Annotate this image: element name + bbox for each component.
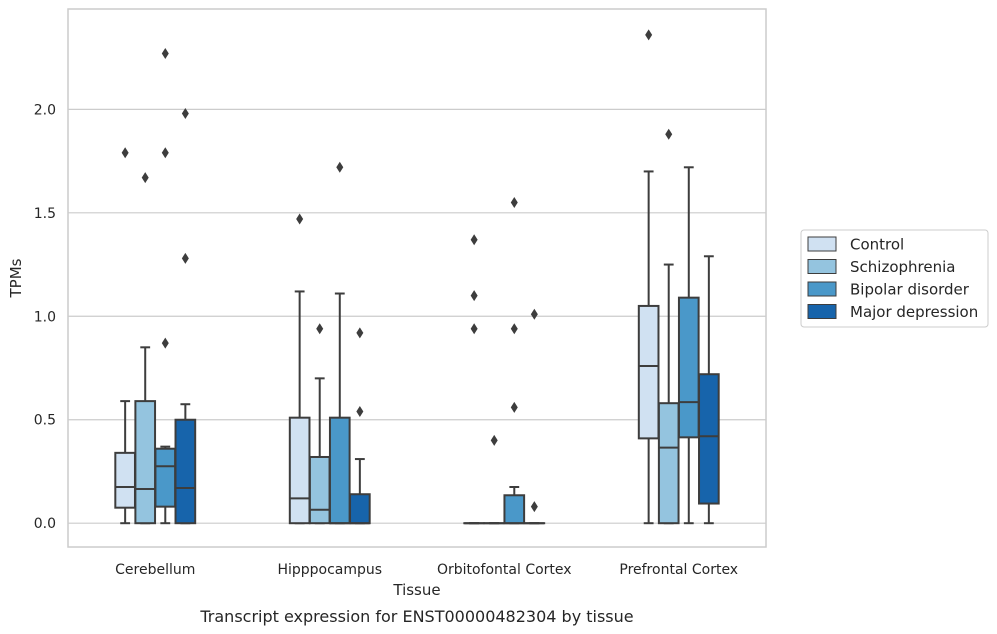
y-tick-label: 1.5 <box>34 206 56 222</box>
box-group <box>308 323 331 525</box>
legend-swatch <box>807 236 837 252</box>
outlier-point <box>530 501 538 513</box>
outlier-point <box>161 147 169 159</box>
outlier-point <box>296 213 304 225</box>
box <box>503 494 526 525</box>
box-group <box>463 234 485 525</box>
box-group <box>677 166 700 525</box>
boxes <box>114 29 720 525</box>
outlier-point <box>181 107 189 119</box>
y-tick-label: 0.5 <box>34 413 56 429</box>
plot-frame <box>67 8 767 548</box>
outlier-point <box>665 128 673 140</box>
x-tick-label: Prefrontal Cortex <box>619 562 738 578</box>
box-group <box>288 213 311 525</box>
legend-label: Bipolar disorder <box>850 281 970 299</box>
outlier-point <box>510 323 518 335</box>
legend-label: Major depression <box>850 303 978 321</box>
x-tick-label: Orbitofontal Cortex <box>437 562 572 578</box>
outlier-point <box>470 290 478 302</box>
box-group <box>349 327 371 525</box>
outlier-point <box>470 323 478 335</box>
box <box>657 402 680 525</box>
legend-label: Control <box>850 236 904 254</box>
y-tick-labels: 0.0 0.5 1.0 1.5 2.0 <box>34 102 56 532</box>
box-group <box>657 128 680 525</box>
y-axis-title: TPMs <box>7 258 25 298</box>
box <box>328 416 351 525</box>
box <box>288 416 311 525</box>
outlier-point <box>470 234 478 246</box>
y-tick-label: 1.0 <box>34 309 56 325</box>
outlier-point <box>316 323 324 335</box>
legend-swatch <box>807 259 837 274</box>
box <box>698 373 720 505</box>
outlier-point <box>510 196 518 208</box>
outlier-point <box>161 337 169 349</box>
outlier-point <box>356 327 364 339</box>
outlier-point <box>141 172 149 184</box>
box-group <box>114 147 136 525</box>
box-group <box>154 47 177 525</box>
outlier-point <box>161 47 169 59</box>
outlier-point <box>181 252 189 264</box>
chart-caption: Transcript expression for ENST0000048230… <box>199 607 633 626</box>
box-group <box>523 308 546 525</box>
legend: Control Schizophrenia Bipolar disorder Majo… <box>800 229 989 328</box>
outlier-point <box>530 308 538 320</box>
box-group <box>483 434 506 525</box>
x-tick-label: Cerebellum <box>115 562 195 578</box>
box <box>637 304 660 440</box>
x-tick-labels: Cerebellum Hipppocampus Orbitofontal Corte… <box>115 562 738 578</box>
legend-swatch <box>807 281 837 297</box>
legend-frame <box>800 229 989 328</box>
outlier-point <box>121 147 129 159</box>
box <box>308 455 331 525</box>
x-axis-title: Tissue <box>392 581 440 599</box>
outlier-point <box>490 434 498 446</box>
box-group <box>503 196 526 525</box>
box <box>349 493 371 525</box>
box-group <box>698 255 720 525</box>
outlier-point <box>356 405 364 417</box>
box <box>154 447 177 508</box>
legend-swatch <box>807 304 837 319</box>
outlier-point <box>510 401 518 413</box>
box-group <box>328 161 351 525</box>
box-group <box>174 107 197 525</box>
box <box>174 418 197 525</box>
outlier-point <box>645 29 653 41</box>
y-tick-label: 2.0 <box>34 102 56 118</box>
x-tick-label: Hipppocampus <box>277 562 382 578</box>
box-group <box>637 29 660 525</box>
box <box>134 400 157 525</box>
y-tick-label: 0.0 <box>34 516 56 532</box>
legend-label: Schizophrenia <box>850 258 955 276</box>
box <box>677 296 700 439</box>
outlier-point <box>336 161 344 173</box>
box <box>114 451 136 509</box>
box-group <box>134 172 157 525</box>
